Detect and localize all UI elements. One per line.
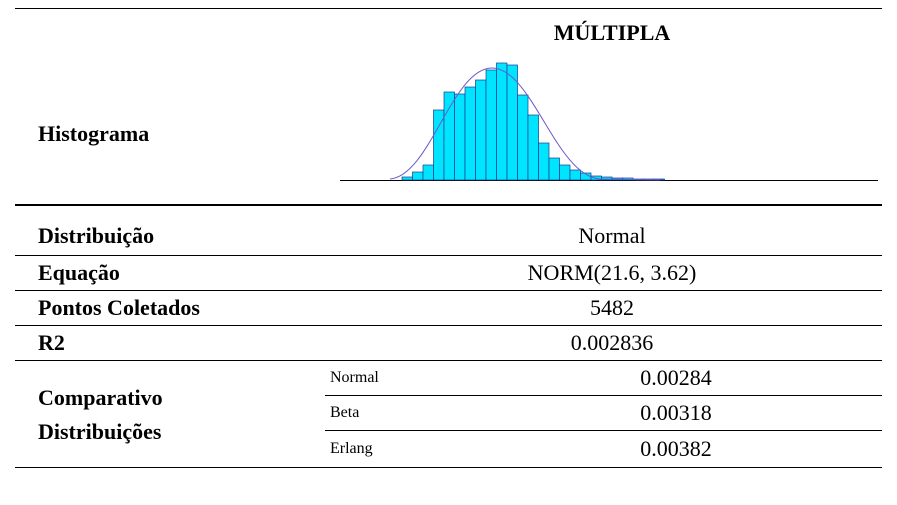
histogram-bar <box>412 171 424 181</box>
histogram-bar <box>538 142 550 181</box>
histogram-bar <box>559 164 571 181</box>
rule <box>15 255 882 256</box>
row-label: Histograma <box>38 121 150 146</box>
row-label: Distribuições <box>38 419 162 444</box>
histogram-bar <box>401 176 413 181</box>
histogram-bar <box>548 157 560 181</box>
title: MÚLTIPLA <box>553 20 671 45</box>
sub-label: Erlang <box>330 440 373 457</box>
histogram-bar <box>527 114 539 181</box>
histogram-bar <box>475 79 487 181</box>
row-label: Distribuição <box>38 223 155 248</box>
row-value: 5482 <box>590 295 634 320</box>
row-value: Normal <box>578 223 646 248</box>
row-label: Comparativo <box>38 385 163 410</box>
rule <box>15 467 882 468</box>
histogram-bar <box>464 86 476 181</box>
rule <box>325 430 882 431</box>
row-value: NORM(21.6, 3.62) <box>527 260 697 285</box>
row-value: 0.002836 <box>570 330 654 355</box>
rule <box>15 8 882 9</box>
row-label: Equação <box>38 260 120 285</box>
histogram-bar <box>506 64 518 181</box>
rule <box>15 325 882 326</box>
histogram-bar <box>454 93 466 181</box>
rule <box>15 204 882 206</box>
fit-curve <box>389 67 661 181</box>
histogram-bar <box>422 164 434 181</box>
sub-value: 0.00382 <box>640 436 712 461</box>
row-label: Pontos Coletados <box>38 295 200 320</box>
sub-label: Beta <box>330 404 360 421</box>
histogram-bar <box>569 169 581 181</box>
rule <box>15 360 882 361</box>
histogram-bar <box>496 62 508 181</box>
rule <box>325 395 882 396</box>
sub-value: 0.00318 <box>640 400 712 425</box>
sub-label: Normal <box>330 369 379 386</box>
histogram-bar <box>485 69 497 181</box>
sub-value: 0.00284 <box>640 365 712 390</box>
rule <box>15 290 882 291</box>
row-label: R2 <box>38 330 65 355</box>
histogram <box>340 62 878 181</box>
histogram-bar <box>517 94 529 181</box>
histogram-bar <box>443 91 455 181</box>
